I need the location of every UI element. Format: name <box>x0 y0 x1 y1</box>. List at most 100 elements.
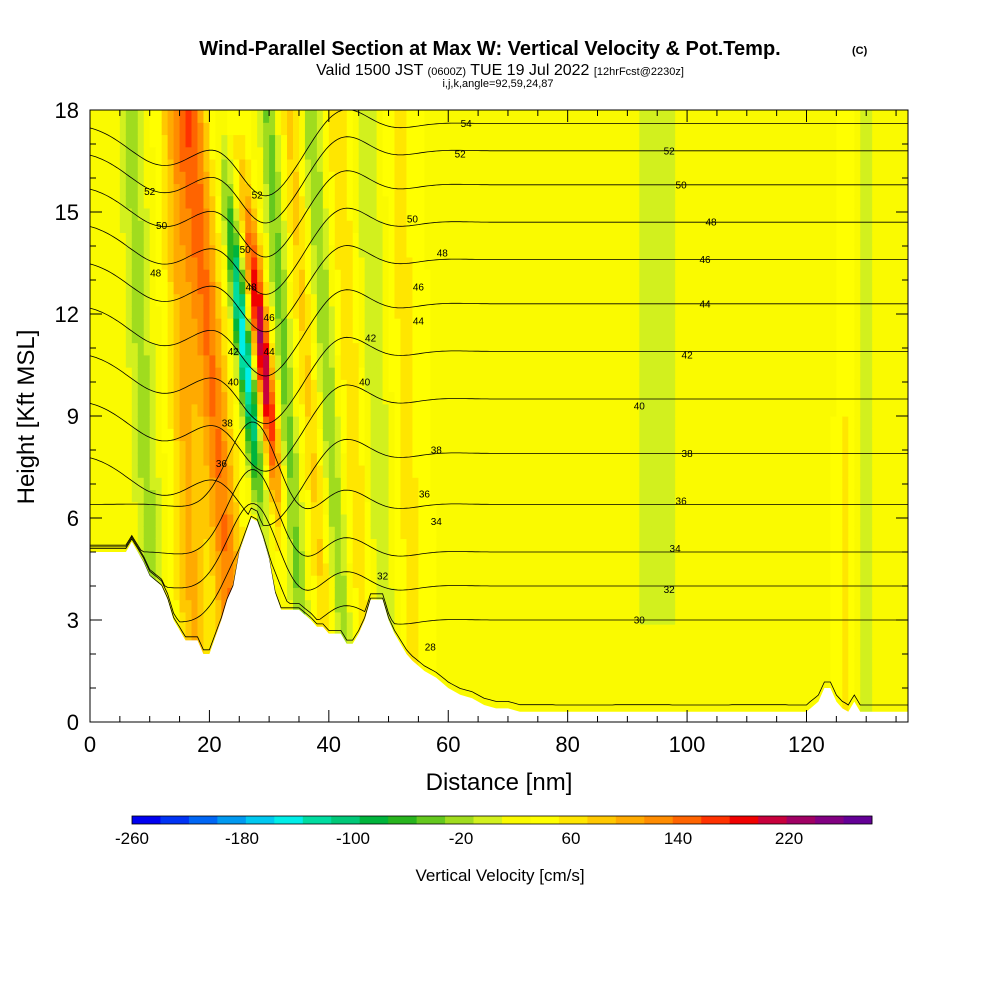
velocity-cell <box>496 575 503 588</box>
velocity-cell <box>334 379 342 393</box>
velocity-cell <box>412 452 419 466</box>
velocity-cell <box>442 134 449 148</box>
velocity-cell <box>597 220 605 233</box>
velocity-cell <box>531 513 539 527</box>
velocity-cell <box>394 244 402 258</box>
velocity-cell <box>394 318 402 331</box>
velocity-cell <box>525 281 533 295</box>
velocity-cell <box>358 575 366 588</box>
velocity-cell <box>507 685 515 699</box>
velocity-cell <box>358 232 366 246</box>
velocity-cell <box>221 110 228 123</box>
velocity-cell <box>269 220 276 233</box>
velocity-cell <box>334 587 342 601</box>
velocity-cell <box>663 624 670 637</box>
velocity-cell <box>191 244 199 258</box>
velocity-cell <box>101 183 109 197</box>
velocity-cell <box>591 648 599 662</box>
velocity-cell <box>597 624 605 637</box>
velocity-cell <box>334 158 342 172</box>
velocity-cell <box>651 428 658 442</box>
velocity-cell <box>227 183 234 197</box>
velocity-cell <box>478 501 485 515</box>
velocity-cell <box>519 416 527 429</box>
velocity-cell <box>382 122 390 136</box>
velocity-cell <box>645 416 652 429</box>
velocity-cell <box>125 379 133 393</box>
velocity-cell <box>430 134 437 148</box>
velocity-cell <box>513 428 521 442</box>
velocity-cell <box>203 110 211 111</box>
velocity-cell <box>424 293 431 307</box>
velocity-cell <box>370 305 378 319</box>
velocity-cell <box>454 452 461 466</box>
velocity-cell <box>185 391 193 405</box>
velocity-cell <box>442 452 449 466</box>
velocity-cell <box>251 122 258 136</box>
velocity-cell <box>328 342 336 356</box>
velocity-cell <box>651 636 658 650</box>
velocity-cell <box>507 256 515 270</box>
velocity-cell <box>269 171 276 185</box>
velocity-cell <box>466 575 473 588</box>
velocity-cell <box>388 232 396 246</box>
velocity-cell <box>484 195 491 209</box>
velocity-cell <box>466 122 473 136</box>
velocity-cell <box>436 673 443 686</box>
velocity-cell <box>143 477 151 491</box>
velocity-cell <box>316 158 324 172</box>
velocity-cell <box>269 391 276 405</box>
velocity-cell <box>633 293 640 307</box>
velocity-cell <box>549 611 557 625</box>
velocity-cell <box>507 110 515 123</box>
velocity-cell <box>573 624 581 637</box>
velocity-cell <box>585 428 593 442</box>
velocity-cell <box>263 281 270 295</box>
velocity-cell <box>185 587 193 601</box>
velocity-cell <box>573 330 581 344</box>
velocity-cell <box>507 171 515 185</box>
velocity-cell <box>633 171 640 185</box>
velocity-cell <box>418 244 425 258</box>
velocity-cell <box>191 207 199 221</box>
velocity-cell <box>382 220 390 233</box>
velocity-cell <box>496 636 503 650</box>
velocity-cell <box>304 550 312 564</box>
velocity-cell <box>143 550 151 564</box>
velocity-cell <box>382 452 390 466</box>
velocity-cell <box>143 110 151 111</box>
velocity-cell <box>567 550 575 564</box>
velocity-cell <box>466 134 473 148</box>
velocity-cell <box>639 526 646 539</box>
velocity-cell <box>203 538 211 552</box>
velocity-cell <box>663 256 670 270</box>
velocity-cell <box>639 195 646 209</box>
velocity-cell <box>209 550 216 564</box>
velocity-cell <box>185 305 193 319</box>
velocity-cell <box>501 501 509 515</box>
velocity-cell <box>293 220 300 233</box>
velocity-cell <box>561 685 569 699</box>
velocity-cell <box>185 550 193 564</box>
velocity-cell <box>119 134 127 148</box>
velocity-cell <box>263 367 270 380</box>
velocity-cell <box>633 122 640 136</box>
velocity-cell <box>173 428 181 442</box>
velocity-cell <box>585 403 593 417</box>
velocity-cell <box>627 452 634 466</box>
velocity-cell <box>233 367 240 380</box>
velocity-cell <box>669 575 676 588</box>
velocity-cell <box>167 342 175 356</box>
velocity-cell <box>310 379 318 393</box>
velocity-cell <box>227 391 234 405</box>
velocity-cell <box>496 660 503 674</box>
velocity-cell <box>430 269 437 282</box>
velocity-cell <box>490 440 497 454</box>
velocity-cell <box>358 379 366 393</box>
velocity-cell <box>567 685 575 699</box>
velocity-cell <box>484 342 491 356</box>
velocity-cell <box>597 158 605 172</box>
velocity-cell <box>191 550 199 564</box>
velocity-cell <box>143 318 151 331</box>
velocity-cell <box>645 256 652 270</box>
